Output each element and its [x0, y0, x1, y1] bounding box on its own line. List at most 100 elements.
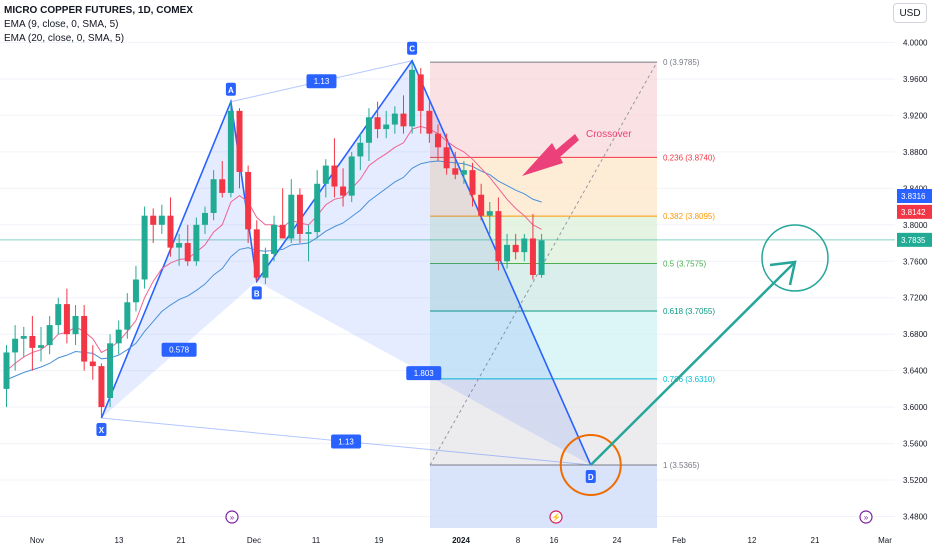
candle [383, 110, 390, 139]
price-axis-tick: 3.5600 [903, 440, 928, 449]
candle-body [409, 69, 416, 127]
candle-body [20, 336, 27, 339]
candle [193, 217, 200, 266]
candle-body [55, 304, 62, 326]
time-axis-tick: 16 [550, 536, 559, 545]
candle [245, 165, 252, 244]
fib-level-label: 0.5 (3.7575) [663, 260, 706, 269]
indicator-ema-fast[interactable]: EMA (9, close, 0, SMA, 5) [4, 19, 119, 30]
candle [357, 133, 364, 171]
chart-header: MICRO COPPER FUTURES, 1D, COMEX EMA (9, … [4, 4, 193, 46]
candle-body [141, 215, 148, 280]
price-axis-marker [897, 232, 932, 247]
candles [3, 62, 545, 419]
pattern-ratio-label: 1.803 [414, 369, 435, 378]
candle-body [322, 165, 329, 184]
time-axis-tick: 11 [312, 536, 321, 545]
time-axis-tick: 12 [748, 536, 757, 545]
pattern-point-badge [225, 82, 236, 96]
candle [89, 345, 96, 380]
pattern-ratio-badge [161, 342, 197, 357]
candle-body [12, 338, 19, 353]
candle [271, 215, 278, 262]
candle [227, 101, 234, 198]
time-axis-tick: 2024 [452, 536, 470, 545]
projection-arrowhead [769, 260, 797, 286]
candle [365, 108, 372, 161]
pattern-point-badge [585, 469, 596, 483]
candle [201, 206, 208, 234]
candle-body [460, 170, 467, 175]
candle-body [314, 183, 321, 233]
candle [72, 305, 79, 346]
currency-button[interactable]: USD [893, 3, 927, 23]
event-icon[interactable]: » [225, 510, 239, 524]
candle [262, 247, 269, 285]
candle [29, 315, 36, 371]
candle-body [538, 240, 545, 275]
candle [279, 188, 286, 239]
candle-body [115, 329, 122, 344]
candle [150, 208, 157, 244]
event-icon[interactable]: » [859, 510, 873, 524]
candle [167, 197, 174, 257]
price-axis-marker-value: 3.8316 [901, 192, 926, 201]
candle [340, 168, 347, 207]
candle [98, 363, 105, 419]
candle-body [38, 345, 45, 348]
candle [288, 179, 295, 244]
candle [107, 334, 114, 408]
candle [38, 326, 45, 362]
candle-body [262, 253, 269, 278]
event-icon[interactable]: ⚡ [549, 510, 563, 524]
price-axis-tick: 3.9200 [903, 111, 928, 120]
candle-body [176, 243, 183, 248]
target-circle [761, 224, 829, 292]
candle [132, 265, 139, 312]
candle-body [383, 124, 390, 130]
price-axis-tick: 3.7600 [903, 257, 928, 266]
candle-body [504, 244, 511, 262]
pattern-point-badge [407, 41, 418, 55]
candle-body [348, 156, 355, 196]
candle-body [417, 74, 424, 111]
candle [253, 220, 260, 282]
candle-body [107, 343, 114, 398]
candle [374, 101, 381, 139]
candle [443, 133, 450, 175]
event-icon-glyph: » [864, 513, 869, 522]
indicator-ema-slow[interactable]: EMA (20, close, 0, SMA, 5) [4, 33, 125, 44]
price-axis-marker-value: 3.8142 [901, 208, 926, 217]
time-axis-tick: 21 [811, 536, 820, 545]
fib-level-label: 0 (3.9785) [663, 58, 700, 67]
candle-body [63, 304, 70, 335]
candle-body [98, 366, 105, 408]
price-axis-tick: 4.0000 [903, 39, 928, 48]
candle-body [486, 211, 493, 216]
candle-body [391, 113, 398, 125]
candle-body [72, 315, 79, 335]
candle [20, 326, 27, 357]
candle [63, 288, 70, 344]
fib-level-label: 0.786 (3.6310) [663, 375, 715, 384]
candle-body [29, 336, 36, 348]
price-axis: 4.0000 3.9600 3.9200 3.8800 3.8400 3.8000 3.76… [897, 39, 932, 522]
candle [460, 161, 467, 184]
candle [391, 106, 398, 134]
fib-level-label: 1 (3.5365) [663, 461, 700, 470]
candle-body [495, 211, 502, 262]
price-axis-tick: 3.9600 [903, 75, 928, 84]
candle-body [469, 170, 476, 195]
candle-body [340, 186, 347, 196]
candle [504, 233, 511, 269]
time-axis-tick: 24 [613, 536, 622, 545]
candle [3, 345, 10, 408]
candle [305, 224, 312, 262]
candle [478, 183, 485, 221]
price-axis-marker [897, 189, 932, 204]
candle [184, 224, 191, 266]
candle-body [150, 215, 157, 225]
pattern-ratio-badge [306, 74, 337, 89]
candle-body [271, 224, 278, 254]
